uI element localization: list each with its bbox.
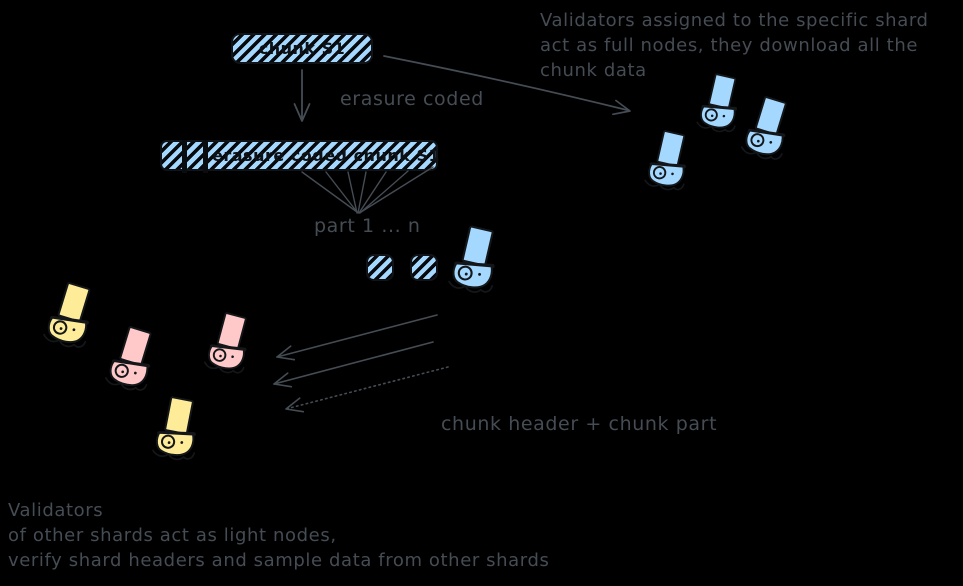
part-divider [182, 140, 187, 173]
light-nodes-annotation: Validators of other shards act as light … [8, 500, 550, 571]
erasure-box-label: erasure coded chunk S1 [212, 146, 441, 165]
chunk-part-square [410, 254, 438, 281]
validator-icon-light-node [39, 278, 100, 352]
validator-icon-full-node [737, 92, 796, 164]
validator-icon-light-node [149, 394, 203, 464]
chunk-header-arrow-3-dashed [285, 366, 449, 413]
parts-range-label: part 1 ... n [314, 215, 421, 237]
chunk-header-label: chunk header + chunk part [441, 413, 718, 435]
part-divider [203, 140, 208, 173]
validator-icon-light-node [201, 308, 257, 378]
erasure-coded-chunk-box: erasure coded chunk S1 [160, 140, 441, 173]
chunk-header-arrow-1 [276, 314, 438, 361]
full-nodes-annotation: Validators assigned to the specific shar… [540, 10, 929, 81]
chunk-box: chunk S1 [231, 33, 373, 64]
parts-fan-lines [301, 166, 434, 214]
validator-icon-light-node [101, 322, 161, 395]
chunk-header-arrow-2 [273, 341, 434, 388]
erasure-coded-label: erasure coded [340, 88, 484, 110]
erasure-coded-arrow [293, 69, 311, 122]
validator-icon-full-node [694, 70, 746, 136]
chunk-part-square [366, 254, 394, 281]
chunk-box-label: chunk S1 [258, 39, 346, 58]
validator-icon-full-node [642, 127, 695, 195]
validator-icon-chunk-producer [444, 222, 503, 297]
